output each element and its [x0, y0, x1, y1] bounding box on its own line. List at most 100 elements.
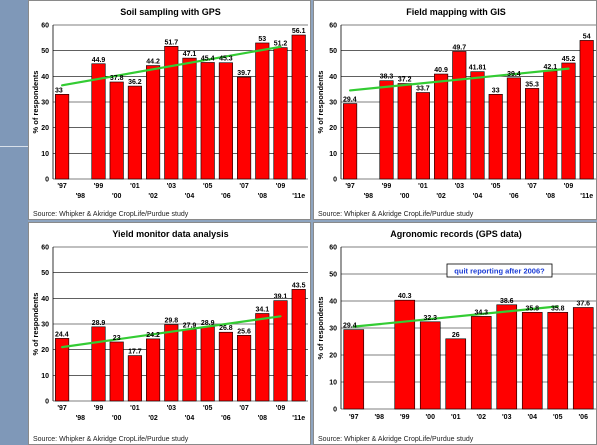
data-label: 36.2 [128, 79, 142, 86]
y-tick-label: 40 [329, 74, 337, 81]
x-tick-label: '00 [112, 415, 122, 422]
x-tick-label: '11e [580, 193, 593, 200]
bar [561, 62, 576, 180]
chart-panel-soil-sampling: Soil sampling with GPS 0 10 20 30 40 50 60 % of … [28, 0, 311, 220]
y-tick-label: 0 [333, 407, 337, 414]
data-label: 35.3 [525, 81, 539, 88]
bar [182, 57, 197, 180]
data-label: 40.3 [398, 293, 412, 300]
y-tick-label: 20 [41, 347, 49, 354]
x-tick-label: '09 [564, 183, 574, 190]
trend-line [60, 45, 282, 87]
bar [521, 312, 543, 410]
y-tick-label: 60 [41, 245, 49, 252]
data-label: 33 [55, 87, 63, 94]
x-tick-label: '03 [167, 183, 177, 190]
y-axis-label: % of respondents [316, 297, 325, 360]
data-label: 39.1 [274, 294, 288, 301]
bar [379, 80, 394, 180]
data-label: 17.7 [128, 349, 142, 356]
y-tick-label: 60 [329, 23, 337, 30]
y-tick-label: 20 [329, 125, 337, 132]
y-tick-label: 10 [41, 373, 49, 380]
data-label: 47.1 [183, 51, 197, 58]
y-tick-label: 50 [41, 48, 49, 55]
bar [164, 46, 179, 180]
x-tick-label: '05 [203, 183, 213, 190]
x-tick-label: '08 [258, 415, 268, 422]
y-tick-label: 50 [41, 270, 49, 277]
x-tick-label: '06 [579, 414, 589, 421]
chart-panel-agronomic-records: Agronomic records (GPS data) 0 10 20 30 40 50 6… [313, 222, 597, 445]
data-label: 25.6 [237, 328, 251, 335]
chart-title: Agronomic records (GPS data) [390, 229, 522, 239]
bar [445, 338, 467, 410]
data-label: 38.3 [380, 74, 394, 81]
x-tick-label: '99 [382, 183, 392, 190]
y-tick-label: 10 [329, 151, 337, 158]
bar [452, 51, 467, 180]
source-note: Source: Whipker & Akridge CropLife/Purdu… [318, 436, 474, 443]
x-tick-label: '04 [185, 193, 195, 200]
chart-title: Yield monitor data analysis [112, 229, 228, 239]
y-axis-label: % of respondents [31, 293, 40, 356]
data-label: 29.8 [164, 318, 178, 325]
x-tick-label: '03 [167, 405, 177, 412]
bar [415, 92, 430, 180]
x-tick-label: '08 [258, 193, 268, 200]
x-tick-label: '97 [349, 414, 359, 421]
data-label: 33.7 [416, 86, 430, 93]
data-label: 37.2 [398, 77, 412, 84]
bar [291, 289, 306, 402]
y-tick-label: 0 [333, 177, 337, 184]
data-label: 28.9 [92, 320, 106, 327]
bar [146, 65, 161, 180]
x-tick-label: '06 [221, 415, 231, 422]
data-label: 24.4 [55, 331, 69, 338]
x-tick-label: '02 [436, 193, 446, 200]
x-tick-label: '09 [276, 405, 286, 412]
data-label: 43.5 [292, 282, 306, 289]
annotation-text: quit reporting after 2006? [454, 267, 545, 276]
x-tick-label: '97 [57, 405, 67, 412]
source-note: Source: Whipker & Akridge CropLife/Purdu… [318, 211, 474, 218]
bar [291, 34, 306, 180]
bar [109, 341, 124, 402]
bar [237, 76, 252, 180]
bar [419, 321, 441, 410]
bar [91, 326, 106, 402]
data-label: 49.7 [452, 44, 466, 51]
y-tick-label: 30 [329, 326, 337, 333]
data-label: 37.8 [110, 75, 124, 82]
bar [218, 62, 233, 180]
data-label: 26.8 [219, 325, 233, 332]
data-label: 32.3 [423, 315, 437, 322]
x-tick-label: '04 [473, 193, 483, 200]
data-label: 35.8 [551, 305, 565, 312]
data-label: 56.1 [292, 28, 306, 35]
data-label: 34.1 [255, 306, 269, 313]
x-tick-label: '99 [400, 414, 410, 421]
bar [127, 85, 142, 180]
bar [525, 88, 540, 180]
bar [200, 62, 215, 180]
trend-line [60, 315, 282, 349]
bar [237, 334, 252, 402]
y-tick-label: 10 [329, 380, 337, 387]
bar [273, 300, 288, 402]
source-note: Source: Whipker & Akridge CropLife/Purdu… [33, 436, 189, 443]
bar [470, 316, 492, 410]
y-tick-label: 10 [41, 151, 49, 158]
bar [146, 338, 161, 402]
left-background-strip [0, 0, 28, 445]
data-label: 27.9 [183, 322, 197, 329]
bar [488, 94, 503, 180]
chart-agronomic-records: Agronomic records (GPS data) 0 10 20 30 40 50 6… [316, 229, 596, 443]
bar [434, 73, 449, 180]
x-tick-label: '05 [203, 405, 213, 412]
chart-field-mapping: Field mapping with GIS 0 10 20 30 40 50 60 % of … [316, 7, 596, 218]
data-label: 40.9 [434, 67, 448, 74]
x-tick-label: '03 [455, 183, 465, 190]
bar [579, 40, 594, 180]
y-tick-label: 0 [45, 177, 49, 184]
